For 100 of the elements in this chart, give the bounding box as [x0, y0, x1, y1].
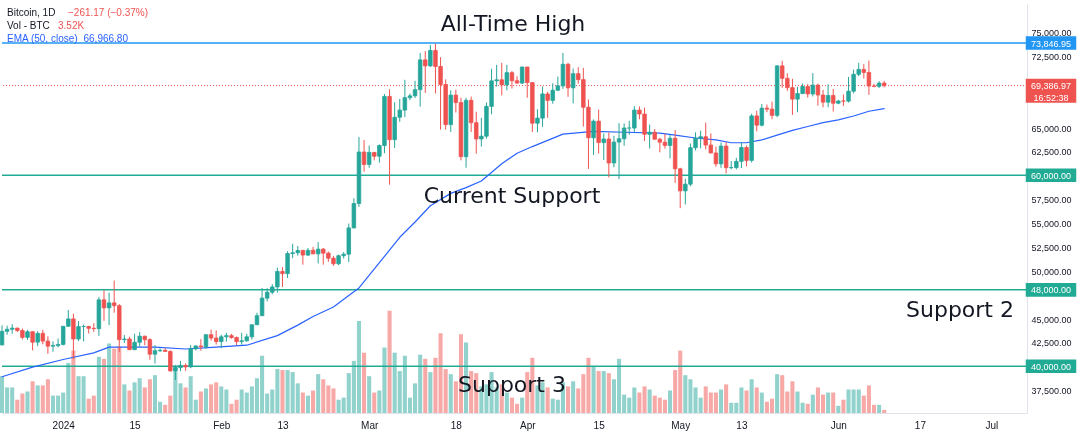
annotation: 66,966.80: [83, 33, 129, 44]
x-tick-label: 15: [593, 419, 606, 431]
chart-title: Vol - BTC: [7, 20, 50, 31]
bar: [606, 373, 611, 413]
candlestick: [280, 266, 285, 288]
candlestick: [667, 134, 673, 159]
bar: [147, 379, 152, 413]
y-tick-label: 45,000.00: [1031, 314, 1072, 325]
candlestick: [718, 142, 724, 169]
bar: [372, 392, 377, 413]
bar: [311, 390, 316, 413]
candlestick: [647, 124, 652, 149]
candlestick: [601, 132, 606, 161]
y-tick-label: 37,500.00: [1031, 386, 1072, 397]
bar: [668, 390, 673, 413]
ref-line-label: Support 2: [906, 296, 1014, 322]
candlestick: [315, 241, 321, 264]
candlestick: [754, 110, 759, 132]
y-tick-label: 57,500.00: [1031, 195, 1072, 206]
candlestick: [841, 93, 846, 107]
bar: [647, 389, 652, 413]
bar: [754, 387, 759, 413]
bar: [280, 370, 285, 413]
bar: [387, 310, 392, 413]
bar: [45, 379, 50, 413]
bar: [769, 398, 775, 413]
bar: [545, 387, 550, 413]
text: EMA (50, close): [7, 33, 78, 44]
candlestick: [106, 292, 112, 326]
bar: [219, 386, 224, 413]
bar: [566, 386, 571, 413]
y-tick-label: 69,386.97: [1030, 81, 1072, 92]
x-tick-label: 15: [129, 419, 142, 431]
bar: [718, 389, 724, 413]
candlestick: [810, 72, 816, 97]
x-tick-label: May: [671, 419, 691, 431]
annotation: 3.52K: [58, 20, 85, 31]
y-tick-label: 60,000.00: [1030, 170, 1072, 181]
bar: [596, 371, 601, 413]
bar: [362, 352, 367, 413]
bar: [209, 384, 214, 413]
ref-line-label: All-Time High: [440, 10, 586, 36]
candlestick: [606, 131, 612, 178]
bar: [713, 392, 718, 413]
candlestick: [157, 347, 163, 353]
x-tick-label: 2024: [52, 419, 76, 431]
bar: [112, 348, 117, 413]
y-tick-label: 62,500.00: [1031, 147, 1072, 158]
candlestick: [591, 118, 596, 156]
bar: [321, 379, 326, 413]
bar: [137, 378, 142, 413]
chart-title: Bitcoin, 1D: [7, 7, 56, 18]
bar: [152, 375, 158, 413]
x-tick-label: 18: [450, 419, 463, 431]
bar: [591, 365, 596, 413]
bar: [198, 391, 203, 413]
bar: [831, 392, 836, 413]
candlestick: [764, 104, 770, 113]
candlestick: [744, 145, 749, 167]
x-tick-label: 13: [736, 419, 748, 431]
candlestick: [366, 145, 372, 169]
bar: [826, 392, 831, 413]
bar: [448, 374, 453, 413]
bar: [744, 390, 749, 413]
candlestick: [621, 122, 627, 147]
x-tick-label: Jul: [985, 419, 999, 431]
y-tick-label: 75,000.00: [1031, 28, 1072, 39]
y-tick-label: 73,846.95: [1030, 38, 1072, 49]
bar: [107, 343, 112, 413]
candlestick: [825, 84, 831, 108]
text: 16:52:38: [1033, 92, 1069, 103]
bar: [183, 387, 188, 413]
x-tick-label: 17: [914, 419, 927, 431]
bar: [856, 389, 861, 413]
x-tick-label: Mar: [361, 419, 379, 431]
bar: [91, 395, 96, 413]
bar: [25, 391, 30, 413]
bar: [662, 399, 667, 413]
candlestick: [545, 91, 550, 119]
bar: [305, 395, 311, 413]
candlestick: [300, 249, 306, 266]
bar: [423, 358, 428, 413]
bar: [683, 375, 688, 413]
bar: [0, 376, 5, 413]
bar: [841, 399, 846, 413]
bar: [729, 402, 734, 413]
candlestick: [101, 289, 107, 322]
x-tick-label: Apr: [519, 419, 537, 431]
candlestick: [198, 338, 204, 352]
bar: [882, 409, 887, 413]
bar: [759, 392, 764, 413]
y-tick-label: 55,000.00: [1031, 219, 1072, 230]
bar: [428, 372, 433, 413]
candlestick: [570, 68, 576, 104]
candlestick: [596, 109, 601, 155]
bar: [520, 397, 525, 413]
bar: [836, 405, 841, 413]
bar: [780, 375, 785, 413]
y-tick-label: 48,000.00: [1030, 285, 1072, 296]
bar: [71, 350, 76, 413]
